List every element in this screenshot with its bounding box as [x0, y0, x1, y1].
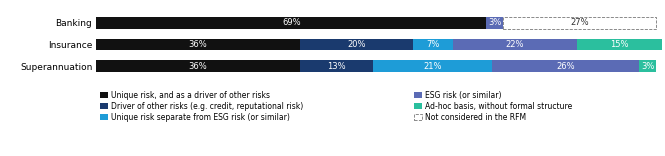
Bar	[96, 60, 300, 72]
Text: 7%: 7%	[426, 40, 440, 49]
Text: 27%: 27%	[571, 18, 589, 27]
Bar	[374, 60, 492, 72]
Text: 20%: 20%	[347, 40, 366, 49]
Bar	[492, 60, 639, 72]
Bar	[639, 60, 656, 72]
Text: 21%: 21%	[424, 62, 442, 71]
Text: 69%: 69%	[282, 18, 301, 27]
Bar	[96, 39, 300, 50]
Text: 36%: 36%	[189, 62, 207, 71]
Bar	[577, 39, 662, 50]
Text: 3%: 3%	[488, 18, 501, 27]
Bar	[487, 17, 503, 29]
Text: 15%: 15%	[610, 40, 628, 49]
Bar	[300, 60, 374, 72]
Text: 26%: 26%	[556, 62, 575, 71]
Text: 13%: 13%	[327, 62, 346, 71]
Bar	[96, 17, 487, 29]
Bar	[413, 39, 452, 50]
Text: 22%: 22%	[505, 40, 524, 49]
Text: 36%: 36%	[189, 40, 207, 49]
Bar	[503, 17, 656, 29]
Legend: ESG risk (or similar), Ad-hoc basis, without formal structure, Not considered in: ESG risk (or similar), Ad-hoc basis, wit…	[414, 90, 572, 122]
Bar	[453, 39, 577, 50]
Bar	[300, 39, 413, 50]
Text: 3%: 3%	[641, 62, 654, 71]
